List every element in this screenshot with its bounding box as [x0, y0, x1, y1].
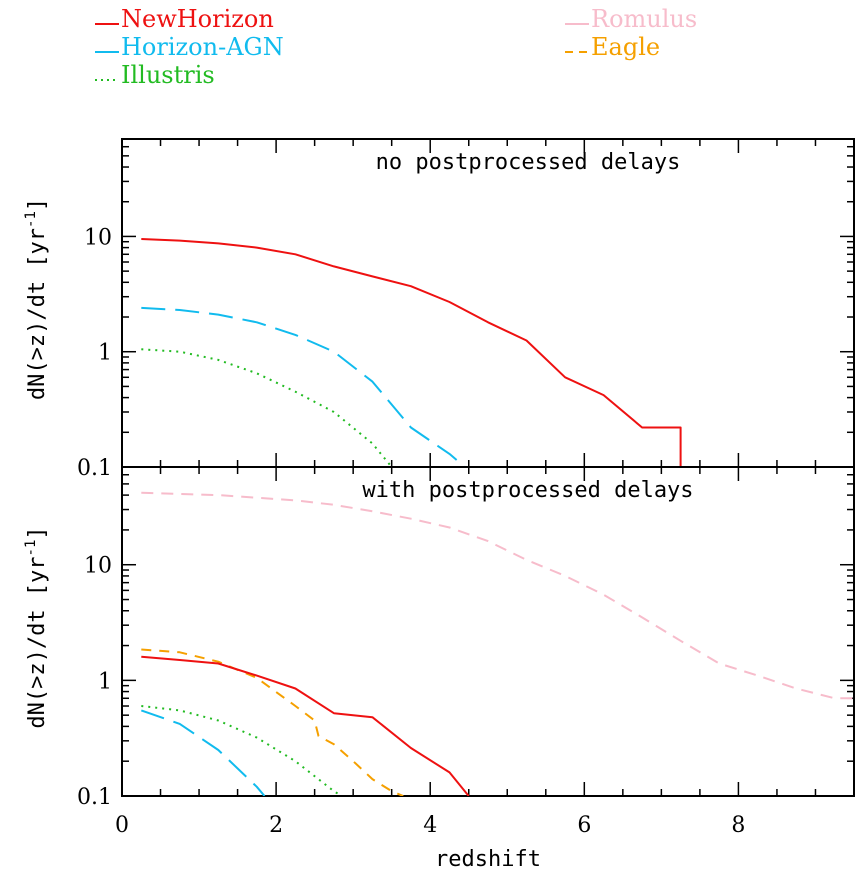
panel-title-bottom: with postprocessed delays [362, 478, 693, 503]
x-ticks-top [121, 139, 855, 467]
y-tick-label-top: 10 [84, 225, 112, 250]
x-ticks-bottom [121, 467, 855, 796]
series-line-horizon-agn-bottom [140, 709, 266, 796]
panel-top: 0.1 1 10 no postprocessed delays dN(>z)/dt [… [23, 138, 855, 481]
legend-entry-romulus: Romulus [565, 5, 697, 33]
legend-label-romulus: Romulus [591, 5, 697, 33]
series-line-newhorizon-top [141, 238, 682, 467]
legend-entry-eagle: Eagle [565, 33, 660, 61]
y-axis-label-bottom: dN(>z)/dt [yr-1] [23, 526, 50, 728]
series-line-eagle-bottom [141, 648, 404, 796]
panel-title-top: no postprocessed delays [376, 150, 681, 175]
y-tick-label-bottom: 10 [84, 554, 112, 579]
legend-entry-newhorizon: NewHorizon [95, 5, 274, 33]
series-line-illustris-top [141, 348, 393, 467]
x-tick-label: 0 [115, 813, 129, 838]
legend-label-horizon-agn: Horizon-AGN [121, 33, 284, 61]
panel-frame-top [121, 138, 855, 468]
series-line-romulus-bottom [141, 491, 854, 700]
x-axis-label: redshift [435, 847, 541, 872]
y-tick-label-bottom: 1 [98, 669, 112, 694]
x-tick-label: 2 [269, 813, 283, 838]
legend-label-newhorizon: NewHorizon [121, 5, 274, 33]
series-line-horizon-agn-top [141, 306, 466, 467]
y-ticks-bottom: 0.1 1 10 [77, 466, 854, 810]
legend-entry-horizon-agn: Horizon-AGN [95, 33, 284, 61]
y-tick-label-bottom: 0.1 [77, 785, 112, 810]
x-tick-label: 4 [423, 813, 437, 838]
y-tick-label-top: 1 [98, 341, 112, 366]
panel-frame-bottom [121, 466, 855, 797]
legend-entry-illustris: Illustris [95, 61, 215, 89]
x-tick-label: 6 [577, 813, 591, 838]
series-group-top [141, 238, 682, 467]
legend-label-eagle: Eagle [591, 33, 660, 61]
x-tick-label: 8 [731, 813, 745, 838]
series-line-newhorizon-bottom [141, 655, 470, 796]
series-line-illustris-bottom [141, 705, 343, 796]
panel-bottom: 0.1 1 10 with postprocessed delays dN(>z)/dt… [23, 466, 855, 810]
y-tick-label-top: 0.1 [77, 456, 112, 481]
series-group-bottom [140, 491, 854, 796]
legend-label-illustris: Illustris [121, 61, 215, 89]
y-axis-label-top: dN(>z)/dt [yr-1] [23, 198, 50, 400]
x-axis: 0 2 4 6 8 redshift [115, 813, 745, 872]
